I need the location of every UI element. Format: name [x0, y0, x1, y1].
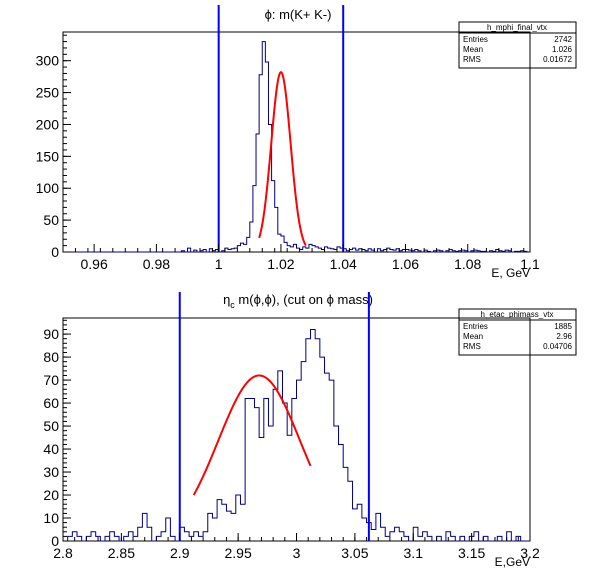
y-tick-label: 20 [43, 487, 59, 503]
y-tick-label: 150 [36, 148, 60, 164]
x-tick-label: 1.08 [454, 256, 481, 272]
y-tick-label: 60 [43, 395, 59, 411]
x-tick-label: 2.8 [53, 545, 73, 561]
x-tick-label: 2.85 [108, 545, 135, 561]
y-tick-label: 0 [51, 244, 59, 260]
stats-mean-value: 2.96 [556, 332, 572, 341]
y-tick-label: 50 [43, 212, 59, 228]
chart-panel-phi-mass: ϕ: m(K+ K-) h_mphi_final_vtx Entries 274… [36, 5, 577, 280]
x-tick-label: 1.1 [520, 256, 540, 272]
x-tick-label: 2.9 [170, 545, 190, 561]
y-tick-label: 300 [36, 53, 60, 69]
y-tick-label: 100 [36, 180, 60, 196]
stats-rms-label: RMS [463, 55, 481, 64]
histogram-series [63, 41, 530, 253]
y-tick-label: 10 [43, 510, 59, 526]
stats-box-name: h_mphi_final_vtx [487, 23, 547, 32]
y-tick-label: 30 [43, 464, 59, 480]
histogram-series [63, 328, 530, 542]
stats-rms-value: 0.01672 [543, 55, 572, 64]
y-tick-label: 70 [43, 372, 59, 388]
chart-panel-etac-mass: ηc m(ϕ,ϕ), (cut on ϕ mass) h_etac_phimas… [43, 292, 577, 569]
stats-entries-label: Entries [463, 322, 488, 331]
chart-title: ϕ: m(K+ K-) [265, 7, 332, 22]
x-axis-label: E,GeV [495, 555, 530, 569]
stats-box: h_etac_phimass_vtx Entries 1885 Mean 2.9… [458, 308, 577, 356]
stats-box: h_mphi_final_vtx Entries 2742 Mean 1.026… [458, 21, 577, 69]
x-tick-label: 2.95 [225, 545, 252, 561]
x-axis-label: E, GeV [491, 266, 530, 280]
y-tick-label: 90 [43, 326, 59, 342]
x-tick-label: 3.15 [458, 545, 485, 561]
x-tick-label: 1 [215, 256, 223, 272]
plot-frame [62, 31, 531, 253]
y-tick-label: 250 [36, 85, 60, 101]
x-tick-label: 0.96 [81, 256, 108, 272]
x-tick-label: 1.06 [392, 256, 419, 272]
stats-mean-label: Mean [463, 332, 483, 341]
x-tick-label: 3 [293, 545, 301, 561]
x-tick-label: 1.04 [330, 256, 357, 272]
x-tick-label: 0.98 [143, 256, 170, 272]
x-tick-label: 3.2 [520, 545, 540, 561]
y-tick-label: 200 [36, 116, 60, 132]
y-tick-label: 40 [43, 441, 59, 457]
stats-entries-value: 1885 [554, 322, 572, 331]
stats-box-name: h_etac_phimass_vtx [481, 310, 554, 319]
chart-title: ηc m(ϕ,ϕ), (cut on ϕ mass) [223, 292, 373, 310]
x-tick-label: 3.1 [404, 545, 424, 561]
x-tick-label: 3.05 [341, 545, 368, 561]
y-tick-label: 80 [43, 349, 59, 365]
y-tick-label: 50 [43, 418, 59, 434]
gaussian-fit-curve [192, 374, 312, 496]
y-tick-label: 0 [51, 533, 59, 549]
stats-rms-value: 0.04706 [543, 342, 572, 351]
gaussian-fit-curve [258, 71, 307, 247]
x-tick-label: 1.02 [267, 256, 294, 272]
stats-mean-value: 1.026 [552, 45, 573, 54]
stats-mean-label: Mean [463, 45, 483, 54]
stats-entries-label: Entries [463, 35, 488, 44]
stats-entries-value: 2742 [554, 35, 572, 44]
stats-rms-label: RMS [463, 342, 481, 351]
